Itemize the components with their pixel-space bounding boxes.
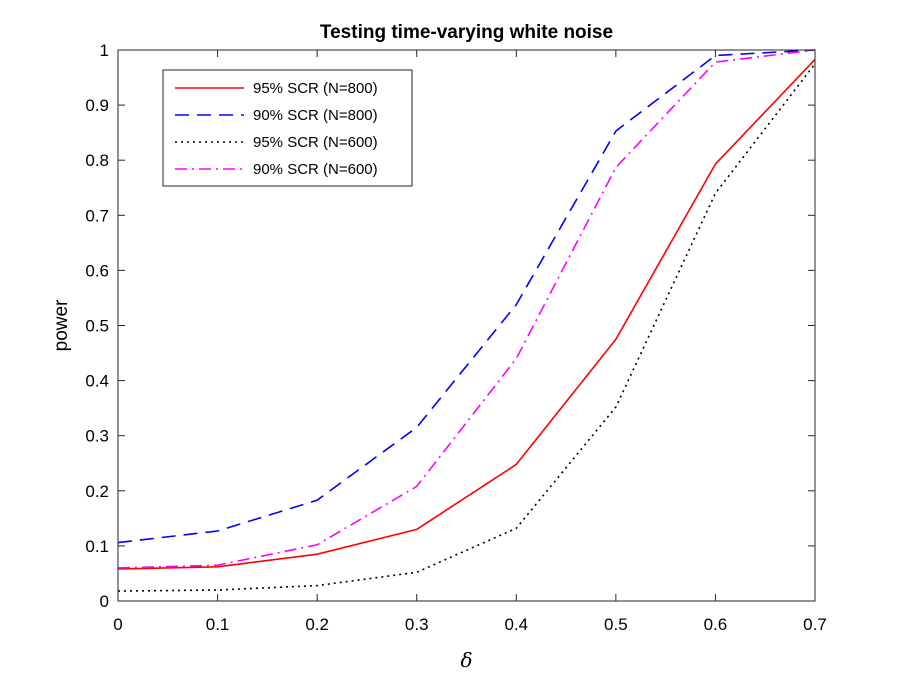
- series-line-2: [117, 49, 816, 544]
- chart-title: Testing time-varying white noise: [320, 22, 613, 43]
- plot-frame: [117, 49, 816, 602]
- legend-label-4: 90% SCR (N=600): [253, 161, 378, 178]
- y-tick-labels: 0 0.1 0.2 0.3 0.4 0.5 0.6 0.7 0.8 0.9 1: [85, 41, 109, 611]
- y-axis-label: power: [51, 299, 72, 351]
- legend-label-1: 95% SCR (N=800): [253, 80, 378, 97]
- x-tick-label: 0.4: [504, 615, 528, 634]
- y-tick-label: 0.8: [85, 151, 109, 170]
- legend-label-3: 95% SCR (N=600): [253, 134, 378, 151]
- y-tick-label: 0.3: [85, 427, 109, 446]
- y-tick-label: 0.7: [85, 206, 109, 225]
- x-tick-label: 0: [113, 615, 122, 634]
- series-line-1: [117, 58, 816, 570]
- legend-box: [162, 69, 413, 187]
- y-tick-label: 0: [100, 592, 109, 611]
- x-tick-label: 0.2: [305, 615, 329, 634]
- legend: 95% SCR (N=800) 90% SCR (N=800) 95% SCR (N…: [162, 69, 413, 187]
- x-tick-label: 0.7: [803, 615, 827, 634]
- y-tick-label: 0.5: [85, 317, 109, 336]
- y-tick-label: 1: [100, 41, 109, 60]
- x-tick-label: 0.3: [405, 615, 429, 634]
- series-line-3: [117, 63, 816, 592]
- y-tick-label: 0.1: [85, 537, 109, 556]
- y-tick-label: 0.4: [85, 372, 109, 391]
- y-tick-label: 0.6: [85, 261, 109, 280]
- y-tick-label: 0.9: [85, 96, 109, 115]
- y-tick-label: 0.2: [85, 482, 109, 501]
- x-tick-label: 0.6: [704, 615, 728, 634]
- legend-label-2: 90% SCR (N=800): [253, 107, 378, 124]
- x-axis-label: δ: [460, 648, 472, 672]
- x-tick-label: 0.5: [604, 615, 628, 634]
- series-group: [117, 49, 816, 592]
- x-tick-labels: 0 0.1 0.2 0.3 0.4 0.5 0.6 0.7: [113, 615, 827, 634]
- x-tick-label: 0.1: [206, 615, 230, 634]
